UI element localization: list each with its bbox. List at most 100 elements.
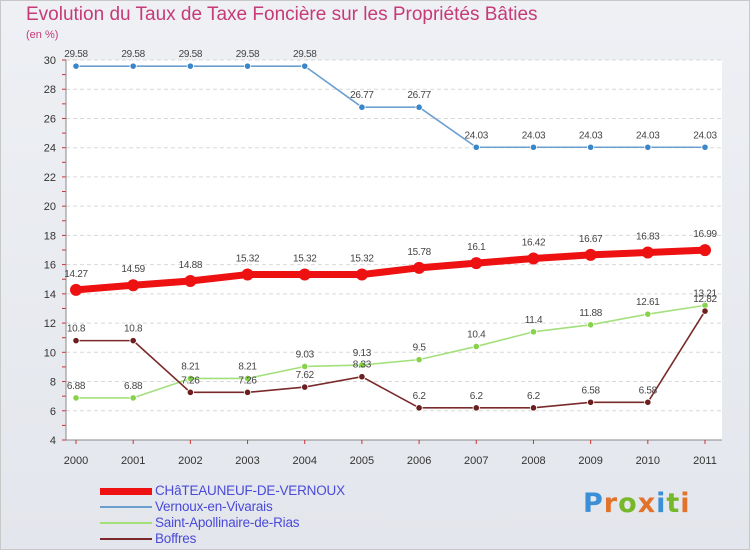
data-label: 6.2 (470, 391, 484, 402)
y-tick-label: 30 (44, 55, 56, 67)
data-point (186, 374, 194, 383)
legend-swatch (100, 506, 152, 508)
data-label: 8.21 (238, 361, 257, 372)
data-point (644, 143, 652, 151)
data-point (129, 337, 137, 345)
data-point (358, 103, 366, 111)
data-label: 29.58 (179, 49, 203, 60)
data-label: 11.4 (525, 315, 543, 326)
data-point (72, 62, 80, 70)
data-point (584, 248, 597, 261)
plot-area (66, 60, 722, 440)
data-point (587, 321, 595, 329)
y-tick-label: 26 (44, 113, 56, 125)
data-label: 15.32 (236, 254, 260, 265)
data-label: 6.88 (124, 381, 143, 392)
x-tick-label: 2002 (178, 455, 202, 467)
series-line-1 (76, 65, 705, 149)
logo-letter: i (680, 488, 691, 519)
y-tick-label: 4 (50, 435, 56, 447)
data-label: 26.77 (407, 90, 431, 101)
data-label: 9.13 (353, 348, 372, 359)
data-point (415, 404, 423, 412)
data-label: 29.58 (293, 49, 317, 60)
data-point (472, 342, 480, 351)
y-tick-label: 8 (50, 377, 56, 389)
y-tick-label: 24 (44, 143, 56, 155)
data-point (470, 257, 483, 270)
x-tick-label: 2000 (64, 455, 88, 467)
data-label: 11.88 (579, 308, 603, 319)
y-tick-label: 16 (44, 260, 56, 272)
data-label: 8.33 (353, 360, 372, 371)
legend-label: Saint-Apollinaire-de-Rias (155, 515, 300, 530)
legend-label: Boffres (155, 531, 197, 546)
data-point (529, 328, 538, 336)
data-label: 24.03 (579, 130, 603, 141)
data-point (243, 388, 252, 396)
data-label: 10.4 (467, 329, 486, 340)
data-label: 6.58 (639, 385, 658, 396)
data-point (358, 373, 366, 381)
y-tick-label: 22 (44, 172, 56, 184)
data-point (186, 388, 194, 396)
axes: 4 6 8 10 12 14 16 18 20 22 24 26 28 30 2000 2001 2002 200… (44, 55, 722, 467)
data-label: 6.2 (527, 391, 541, 402)
logo-letter: t (666, 488, 681, 519)
x-tick-label: 2009 (578, 455, 602, 467)
y-tick-label: 12 (44, 318, 56, 330)
data-point (415, 356, 423, 364)
data-label: 14.27 (64, 269, 88, 280)
data-point (241, 268, 254, 281)
data-point (186, 62, 194, 70)
data-point (243, 62, 252, 70)
data-label: 7.62 (296, 370, 315, 381)
data-label: 24.03 (522, 130, 546, 141)
data-labels: 14.27 14.59 14.88 15.32 15.32 15.32 15.78 16.1 1… (64, 49, 718, 402)
data-point (243, 374, 252, 383)
data-point (641, 246, 654, 259)
y-tick-label: 28 (44, 84, 56, 96)
data-label: 15.32 (293, 254, 317, 265)
x-tick-label: 2003 (235, 455, 259, 467)
x-tick-label: 2011 (693, 455, 717, 467)
data-point (701, 143, 709, 151)
legend-swatch (100, 538, 152, 540)
x-tick-label: 2010 (636, 455, 660, 467)
x-tick-label: 2004 (292, 455, 316, 467)
data-point (184, 274, 197, 287)
data-point (301, 362, 309, 371)
y-tick-label: 18 (44, 230, 56, 242)
data-point (301, 383, 309, 391)
data-label: 16.42 (522, 237, 546, 248)
logo-letter: r (603, 488, 619, 519)
legend-swatch (100, 522, 152, 524)
data-point (701, 307, 709, 315)
data-point (587, 398, 595, 406)
data-point (527, 252, 540, 265)
data-label: 6.58 (582, 385, 601, 396)
data-point (355, 268, 368, 281)
data-label: 10.8 (124, 324, 143, 335)
data-point (129, 62, 137, 70)
legend-swatch (100, 487, 152, 495)
data-label: 14.59 (121, 264, 145, 275)
data-label: 14.88 (179, 260, 203, 271)
data-point (72, 394, 80, 402)
y-tick-label: 14 (44, 289, 56, 301)
data-point (472, 404, 480, 412)
data-label: 16.1 (467, 242, 486, 253)
logo-letter: o (618, 488, 638, 519)
data-label: 24.03 (636, 130, 660, 141)
data-label: 7.26 (181, 375, 200, 386)
y-tick-label: 10 (44, 347, 56, 359)
data-label: 29.58 (121, 49, 145, 60)
legend-label: Vernoux-en-Vivarais (155, 499, 273, 514)
data-label: 7.26 (238, 375, 257, 386)
data-point (587, 143, 595, 151)
data-label: 26.77 (350, 90, 374, 101)
grid-lines (66, 59, 722, 441)
x-tick-label: 2005 (350, 455, 374, 467)
data-point (301, 62, 309, 70)
